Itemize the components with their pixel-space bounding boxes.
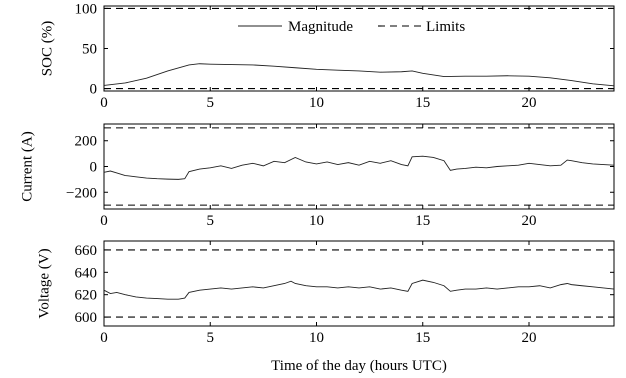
series-voltage <box>103 279 615 300</box>
x-ticks-soc: 0 5 10 15 20 <box>100 6 537 111</box>
x-tick-label-voltage-1: 5 <box>207 330 215 346</box>
y-tick-label-soc-0: 0 <box>90 82 98 98</box>
series-current <box>103 155 615 180</box>
y-tick-label-soc-2: 100 <box>75 1 98 17</box>
limit-lines-voltage <box>104 249 614 318</box>
legend-box <box>232 12 484 38</box>
y-axis-label-soc: SOC (%) <box>39 21 55 76</box>
limit-lines-current <box>104 127 614 206</box>
y-tick-label-voltage-2: 640 <box>75 265 98 281</box>
panel-voltage: 0 5 10 15 20 600 620 640 660 Voltage (V) <box>36 240 615 346</box>
series-line-voltage-0 <box>103 279 615 300</box>
y-tick-label-voltage-0: 600 <box>75 310 98 326</box>
y-ticks-voltage: 600 620 640 660 <box>75 243 614 326</box>
legend-label-magnitude: Magnitude <box>288 19 353 35</box>
y-ticks-current: −200 0 200 <box>66 134 614 201</box>
legend: Magnitude Limits <box>232 12 484 38</box>
x-tick-label-current-1: 5 <box>207 213 215 229</box>
x-tick-label-voltage-0: 0 <box>100 330 108 346</box>
y-ticks-soc: 0 50 100 <box>75 1 614 98</box>
x-tick-label-soc-4: 20 <box>522 95 537 111</box>
x-tick-label-soc-1: 5 <box>207 95 215 111</box>
y-tick-label-current-2: 200 <box>75 134 98 150</box>
legend-label-limits: Limits <box>426 19 465 35</box>
series-line-current-0 <box>103 155 615 180</box>
x-tick-label-current-3: 15 <box>415 213 430 229</box>
x-tick-label-soc-3: 15 <box>415 95 430 111</box>
x-tick-label-current-0: 0 <box>100 213 108 229</box>
y-tick-label-current-1: 0 <box>90 160 98 176</box>
x-tick-label-current-4: 20 <box>522 213 537 229</box>
x-tick-label-soc-2: 10 <box>309 95 324 111</box>
y-tick-label-voltage-1: 620 <box>75 288 98 304</box>
x-tick-label-voltage-4: 20 <box>522 330 537 346</box>
x-tick-label-voltage-3: 15 <box>415 330 430 346</box>
plot-frame-voltage <box>103 240 615 327</box>
y-tick-label-current-0: −200 <box>66 185 97 201</box>
series-line-soc-0 <box>103 63 615 87</box>
y-tick-label-voltage-3: 660 <box>75 243 98 259</box>
x-ticks-current: 0 5 10 15 20 <box>100 124 537 229</box>
y-axis-label-voltage: Voltage (V) <box>36 248 52 318</box>
x-tick-label-soc-0: 0 <box>100 95 108 111</box>
plot-frame-current <box>103 123 615 210</box>
x-axis-label: Time of the day (hours UTC) <box>271 358 447 374</box>
y-axis-label-current: Current (A) <box>19 131 35 201</box>
panel-soc: 0 5 10 15 20 0 50 100 SOC (%) Magnitude Limits <box>39 1 615 111</box>
x-tick-label-current-2: 10 <box>309 213 324 229</box>
y-tick-label-soc-1: 50 <box>82 42 97 58</box>
x-tick-label-voltage-2: 10 <box>309 330 324 346</box>
x-ticks-voltage: 0 5 10 15 20 <box>100 241 537 346</box>
series-soc <box>103 63 615 87</box>
